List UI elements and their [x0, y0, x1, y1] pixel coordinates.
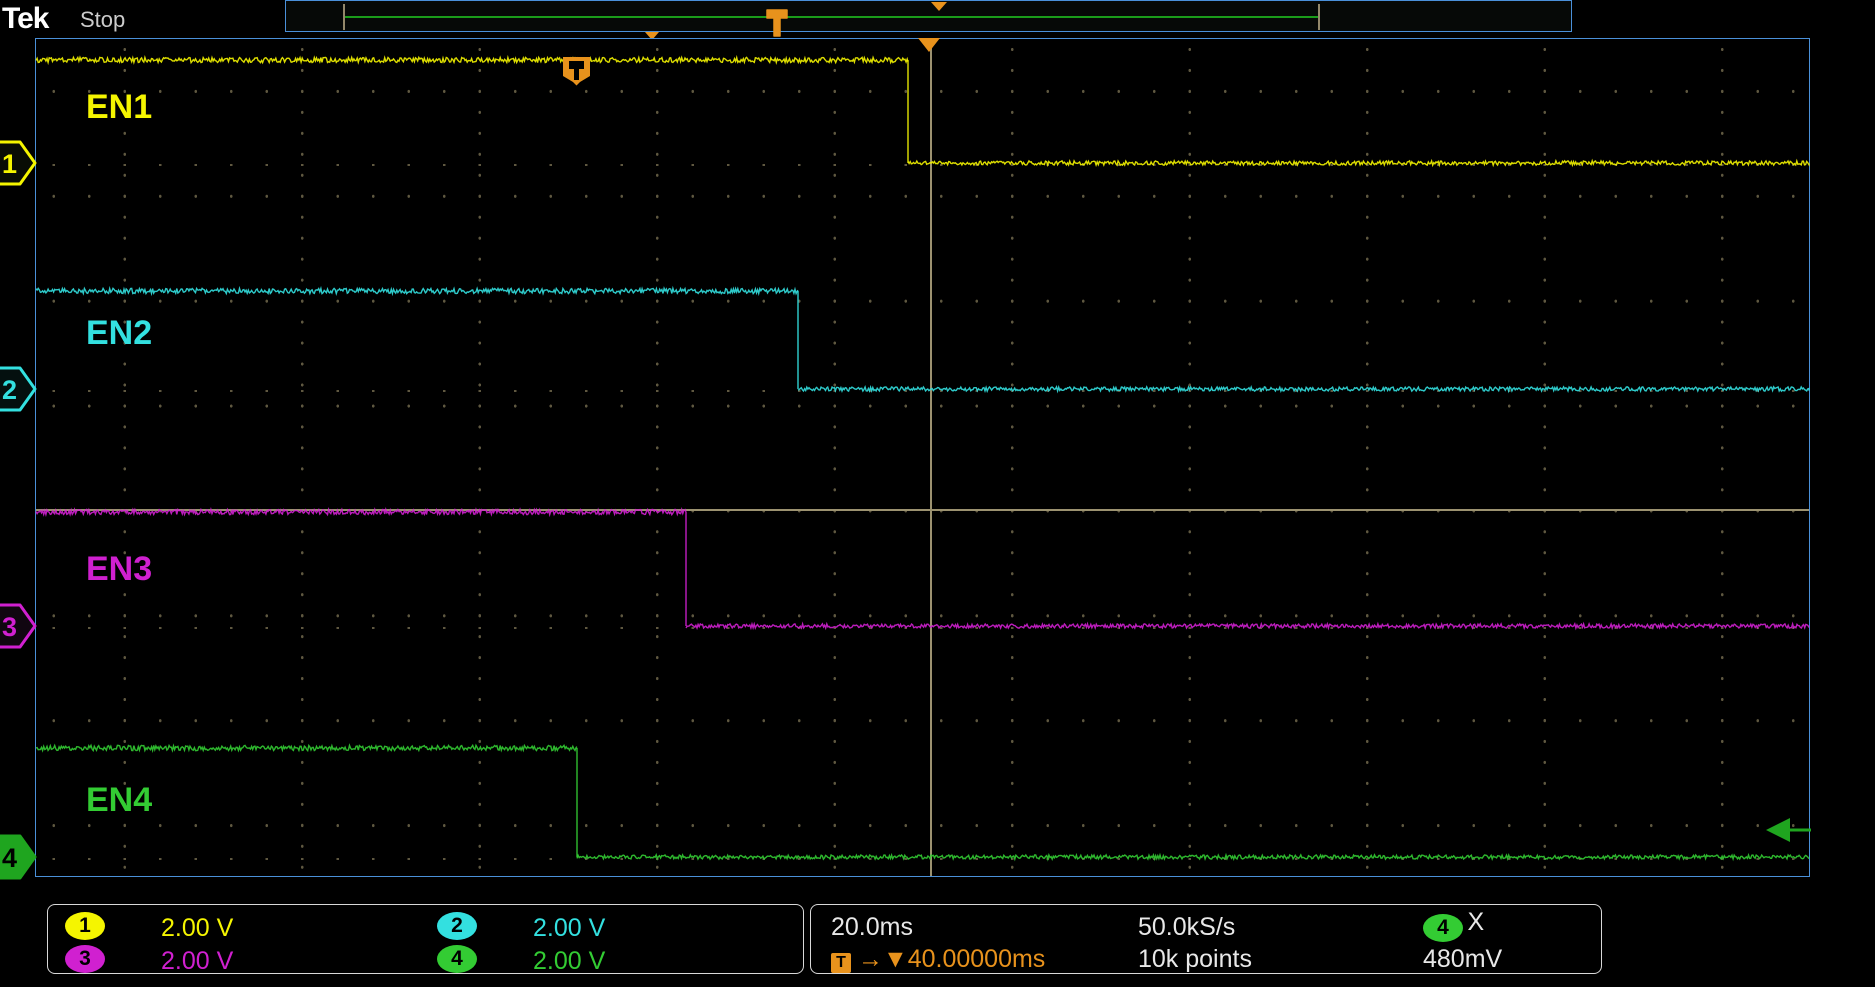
- svg-text:4: 4: [2, 843, 17, 873]
- svg-text:3: 3: [2, 612, 17, 642]
- svg-text:2: 2: [2, 375, 17, 405]
- svg-text:1: 1: [2, 149, 17, 179]
